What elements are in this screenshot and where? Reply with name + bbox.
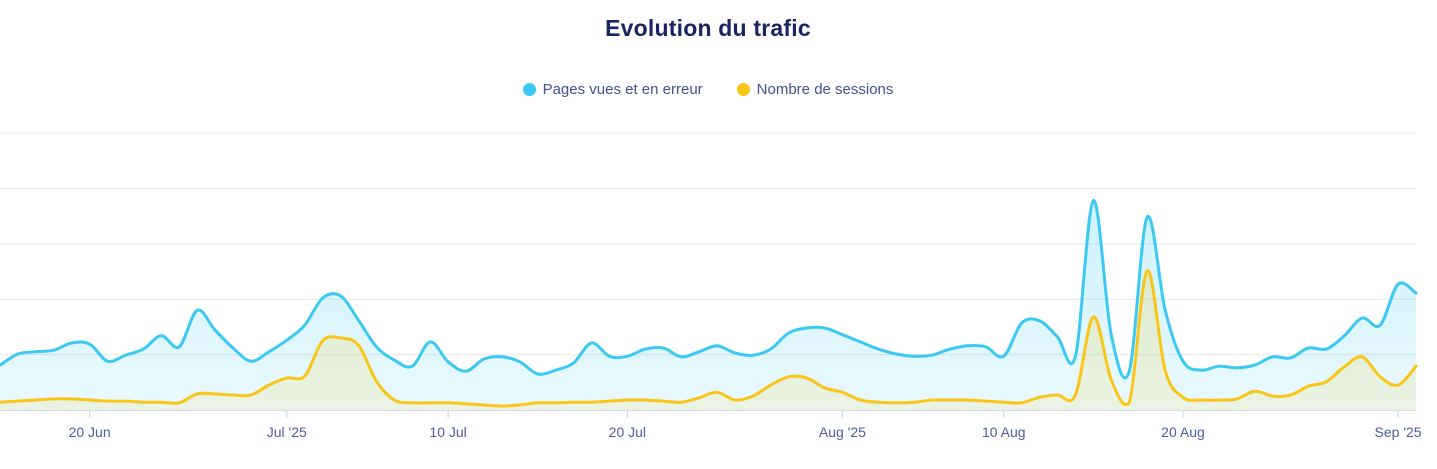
series-area-1 [0, 270, 1416, 410]
x-axis-label: 10 Aug [982, 424, 1026, 440]
series-line-0 [0, 199, 1418, 380]
x-axis-label: Jul '25 [267, 424, 307, 440]
legend-label: Nombre de sessions [756, 81, 894, 98]
legend-marker-icon [522, 83, 536, 96]
x-axis-label: Sep '25 [1375, 424, 1422, 440]
x-axis-label: Aug '25 [819, 424, 866, 440]
legend-item-1[interactable]: Nombre de sessions [736, 81, 894, 98]
x-axis-label: 10 Jul [429, 424, 466, 440]
chart-title: Evolution du trafic [605, 15, 811, 41]
legend-label: Pages vues et en erreur [542, 81, 703, 98]
series-line-1 [0, 269, 1418, 408]
x-axis-label: 20 Aug [1161, 424, 1205, 440]
legend-item-0[interactable]: Pages vues et en erreur [522, 81, 703, 98]
series-area-0 [0, 200, 1416, 410]
x-axis-label: 20 Jun [69, 424, 111, 440]
legend-marker-icon [736, 83, 750, 96]
x-axis-label: 20 Jul [609, 424, 646, 440]
chart-legend: Pages vues et en erreur Nombre de session… [0, 81, 1416, 98]
